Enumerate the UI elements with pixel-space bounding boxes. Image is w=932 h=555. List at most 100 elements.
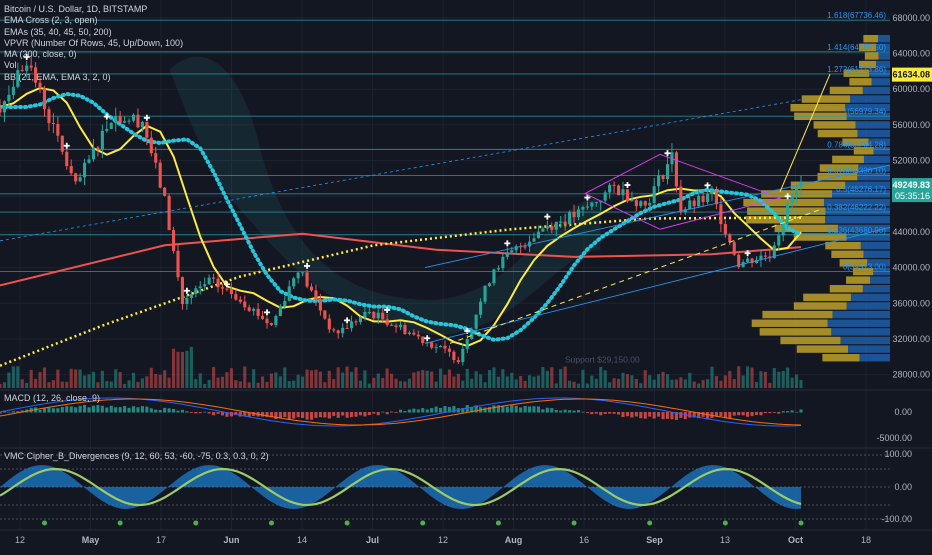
volume-bar [474, 371, 478, 388]
volume-bar [372, 377, 376, 388]
candle-body [69, 166, 73, 174]
indicator-bb[interactable]: BB (21, EMA, EMA 3, 2, 0) [4, 71, 111, 82]
vpvr-bar-up [762, 310, 833, 319]
volume-bar [318, 371, 322, 388]
candle-body [763, 255, 767, 257]
candle-body [131, 114, 136, 121]
volume-bar [216, 377, 220, 388]
symbol-title[interactable]: Bitcoin / U.S. Dollar, 1D, BITSTAMP [4, 4, 148, 14]
macd-histogram-bar [794, 411, 799, 413]
volume-bar [2, 382, 7, 388]
macd-histogram-bar [572, 410, 576, 413]
osc-label[interactable]: VMC Cipher_B_Divergences (9, 12, 60, 53,… [4, 451, 269, 461]
macd-histogram-bar [657, 412, 661, 417]
candle-body [163, 187, 167, 196]
macd-histogram-bar [697, 412, 701, 419]
vpvr-bar-down [831, 328, 890, 336]
vpvr-bar-down [855, 121, 890, 129]
volume-bar [265, 381, 269, 388]
vpvr-bar-up [863, 34, 879, 43]
volume-bar [376, 373, 380, 388]
volume-bar [176, 351, 180, 388]
volume-bar [301, 376, 305, 388]
volume-bar [412, 372, 416, 388]
macd-histogram-bar [581, 411, 585, 413]
candle-body [123, 121, 127, 123]
volume-bar [349, 371, 354, 388]
volume-bar [652, 379, 656, 388]
ma200-line [0, 232, 802, 287]
volume-bar [167, 377, 171, 388]
volume-bar [563, 366, 567, 388]
volume-bar [407, 378, 411, 388]
cross-marker [103, 113, 110, 120]
volume-bar [643, 370, 647, 388]
candle-body [430, 342, 434, 348]
macd-histogram-bar [327, 412, 331, 419]
macd-histogram-bar [527, 406, 532, 413]
macd-histogram-bar [167, 408, 171, 413]
macd-histogram-bar [114, 407, 118, 413]
macd-histogram-bar [260, 412, 265, 417]
volume-bar [665, 374, 670, 388]
candle-body [358, 317, 363, 323]
indicator-vpvr[interactable]: VPVR (Number Of Rows, 45, Up/Down, 100) [4, 37, 184, 48]
volume-bar [398, 381, 403, 388]
candle-body [581, 207, 585, 210]
macd-histogram-bar [91, 405, 96, 413]
candle-body [114, 116, 118, 124]
macd-histogram-bar [323, 412, 327, 418]
volume-bar [705, 379, 710, 388]
target-price-label: 61634.08 [892, 70, 930, 80]
volume-bar [114, 369, 118, 388]
candle-body [16, 70, 20, 87]
macd-histogram-bar [394, 412, 398, 413]
candle-body [238, 299, 242, 302]
macd-histogram-bar [314, 412, 318, 418]
macd-histogram-bar [407, 409, 411, 413]
vpvr-bar-down [846, 302, 890, 310]
volume-bar [185, 350, 189, 388]
candle-body [109, 123, 113, 129]
volume-bar [332, 379, 336, 388]
candle-body [145, 121, 149, 138]
macd-label[interactable]: MACD (12, 26, close, 9) [4, 393, 101, 403]
price-tick-label: 52000.00 [892, 156, 930, 166]
money-flow-line [0, 467, 802, 507]
candle-body [714, 192, 719, 205]
indicator-emas[interactable]: EMAs (35, 40, 45, 50, 200) [4, 26, 112, 37]
volume-bar [697, 383, 701, 388]
candle-body [225, 288, 229, 290]
candle-body [349, 321, 354, 329]
volume-bar [710, 366, 714, 388]
candle-body [363, 311, 367, 318]
volume-bar [679, 377, 683, 388]
vpvr-bar-up [819, 164, 859, 172]
macd-histogram-bar [661, 412, 665, 420]
vpvr-bar-up [796, 345, 849, 353]
buy-dot [798, 520, 804, 526]
macd-histogram-bar [768, 412, 772, 414]
macd-histogram-bar [109, 405, 113, 413]
candle-body [345, 327, 349, 329]
candle-body [367, 311, 371, 313]
volume-bar [189, 346, 193, 388]
macd-histogram-bar [69, 406, 73, 413]
indicator-vol[interactable]: Vol [4, 60, 17, 71]
candle-body [318, 299, 322, 311]
volume-bar [16, 366, 20, 388]
indicator-ma[interactable]: MA (200, close, 0) [4, 49, 77, 60]
target-price-tag [892, 67, 932, 82]
time-tick-label: 12 [438, 535, 448, 545]
volume-bar [496, 376, 500, 388]
cross-marker [504, 240, 511, 247]
volume-bar [603, 370, 607, 388]
indicator-ema-cross[interactable]: EMA Cross (2, 3, open) [4, 15, 98, 26]
fib-level-label: 1.272(61713.86) [827, 65, 886, 74]
candle-body [443, 345, 447, 349]
volume-bar [305, 369, 309, 388]
candle-body [657, 175, 661, 187]
candle-body [674, 152, 678, 187]
